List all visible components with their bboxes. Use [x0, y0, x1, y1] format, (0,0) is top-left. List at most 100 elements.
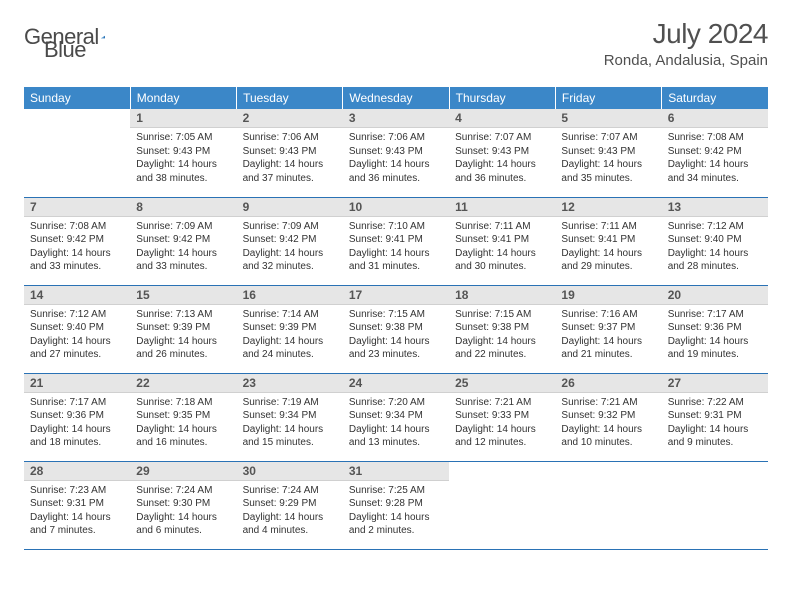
daylight-line: Daylight: 14 hours and 37 minutes.: [243, 158, 337, 185]
sunrise-line: Sunrise: 7:06 AM: [243, 131, 337, 145]
calendar-cell: 10Sunrise: 7:10 AMSunset: 9:41 PMDayligh…: [343, 197, 449, 285]
day-details: Sunrise: 7:11 AMSunset: 9:41 PMDaylight:…: [555, 217, 661, 278]
daylight-line: Daylight: 14 hours and 35 minutes.: [561, 158, 655, 185]
daylight-line: Daylight: 14 hours and 33 minutes.: [30, 247, 124, 274]
sunset-line: Sunset: 9:37 PM: [561, 321, 655, 335]
day-details: Sunrise: 7:05 AMSunset: 9:43 PMDaylight:…: [130, 128, 236, 189]
calendar-table: SundayMondayTuesdayWednesdayThursdayFrid…: [24, 87, 768, 550]
calendar-cell: [449, 461, 555, 549]
sunrise-line: Sunrise: 7:17 AM: [30, 396, 124, 410]
calendar-cell: 25Sunrise: 7:21 AMSunset: 9:33 PMDayligh…: [449, 373, 555, 461]
calendar-row: 21Sunrise: 7:17 AMSunset: 9:36 PMDayligh…: [24, 373, 768, 461]
day-details: Sunrise: 7:12 AMSunset: 9:40 PMDaylight:…: [662, 217, 768, 278]
calendar-cell: 14Sunrise: 7:12 AMSunset: 9:40 PMDayligh…: [24, 285, 130, 373]
calendar-cell: 11Sunrise: 7:11 AMSunset: 9:41 PMDayligh…: [449, 197, 555, 285]
calendar-cell: 26Sunrise: 7:21 AMSunset: 9:32 PMDayligh…: [555, 373, 661, 461]
sunset-line: Sunset: 9:43 PM: [455, 145, 549, 159]
day-number: 1: [130, 109, 236, 128]
calendar-cell: 16Sunrise: 7:14 AMSunset: 9:39 PMDayligh…: [237, 285, 343, 373]
sunrise-line: Sunrise: 7:21 AM: [561, 396, 655, 410]
day-number: 5: [555, 109, 661, 128]
calendar-cell: 24Sunrise: 7:20 AMSunset: 9:34 PMDayligh…: [343, 373, 449, 461]
daylight-line: Daylight: 14 hours and 9 minutes.: [668, 423, 762, 450]
day-details: Sunrise: 7:10 AMSunset: 9:41 PMDaylight:…: [343, 217, 449, 278]
day-details: Sunrise: 7:21 AMSunset: 9:32 PMDaylight:…: [555, 393, 661, 454]
day-number: 12: [555, 198, 661, 217]
sunset-line: Sunset: 9:38 PM: [455, 321, 549, 335]
calendar-cell: 3Sunrise: 7:06 AMSunset: 9:43 PMDaylight…: [343, 109, 449, 197]
sunset-line: Sunset: 9:43 PM: [561, 145, 655, 159]
sunset-line: Sunset: 9:29 PM: [243, 497, 337, 511]
day-details: Sunrise: 7:25 AMSunset: 9:28 PMDaylight:…: [343, 481, 449, 542]
sunrise-line: Sunrise: 7:24 AM: [136, 484, 230, 498]
sunset-line: Sunset: 9:43 PM: [243, 145, 337, 159]
daylight-line: Daylight: 14 hours and 32 minutes.: [243, 247, 337, 274]
daylight-line: Daylight: 14 hours and 19 minutes.: [668, 335, 762, 362]
daylight-line: Daylight: 14 hours and 13 minutes.: [349, 423, 443, 450]
sunset-line: Sunset: 9:28 PM: [349, 497, 443, 511]
day-details: Sunrise: 7:11 AMSunset: 9:41 PMDaylight:…: [449, 217, 555, 278]
calendar-cell: [555, 461, 661, 549]
sunrise-line: Sunrise: 7:11 AM: [455, 220, 549, 234]
day-number: 11: [449, 198, 555, 217]
day-details: Sunrise: 7:15 AMSunset: 9:38 PMDaylight:…: [343, 305, 449, 366]
calendar-row: 7Sunrise: 7:08 AMSunset: 9:42 PMDaylight…: [24, 197, 768, 285]
daylight-line: Daylight: 14 hours and 27 minutes.: [30, 335, 124, 362]
sunrise-line: Sunrise: 7:23 AM: [30, 484, 124, 498]
calendar-cell: 15Sunrise: 7:13 AMSunset: 9:39 PMDayligh…: [130, 285, 236, 373]
day-number: 18: [449, 286, 555, 305]
day-details: Sunrise: 7:07 AMSunset: 9:43 PMDaylight:…: [449, 128, 555, 189]
day-number: 8: [130, 198, 236, 217]
weekday-friday: Friday: [555, 87, 661, 109]
sunset-line: Sunset: 9:36 PM: [30, 409, 124, 423]
sunset-line: Sunset: 9:35 PM: [136, 409, 230, 423]
daylight-line: Daylight: 14 hours and 29 minutes.: [561, 247, 655, 274]
sunrise-line: Sunrise: 7:14 AM: [243, 308, 337, 322]
calendar-cell: 22Sunrise: 7:18 AMSunset: 9:35 PMDayligh…: [130, 373, 236, 461]
calendar-cell: 20Sunrise: 7:17 AMSunset: 9:36 PMDayligh…: [662, 285, 768, 373]
brand-word2: Blue: [44, 37, 86, 62]
sunrise-line: Sunrise: 7:22 AM: [668, 396, 762, 410]
sunset-line: Sunset: 9:42 PM: [243, 233, 337, 247]
sunset-line: Sunset: 9:38 PM: [349, 321, 443, 335]
daylight-line: Daylight: 14 hours and 6 minutes.: [136, 511, 230, 538]
day-details: Sunrise: 7:07 AMSunset: 9:43 PMDaylight:…: [555, 128, 661, 189]
daylight-line: Daylight: 14 hours and 12 minutes.: [455, 423, 549, 450]
daylight-line: Daylight: 14 hours and 4 minutes.: [243, 511, 337, 538]
day-number: 15: [130, 286, 236, 305]
day-details: Sunrise: 7:18 AMSunset: 9:35 PMDaylight:…: [130, 393, 236, 454]
daylight-line: Daylight: 14 hours and 38 minutes.: [136, 158, 230, 185]
sunset-line: Sunset: 9:43 PM: [136, 145, 230, 159]
daylight-line: Daylight: 14 hours and 23 minutes.: [349, 335, 443, 362]
sunset-line: Sunset: 9:43 PM: [349, 145, 443, 159]
day-number: 27: [662, 374, 768, 393]
sunrise-line: Sunrise: 7:09 AM: [243, 220, 337, 234]
day-number: 16: [237, 286, 343, 305]
sunrise-line: Sunrise: 7:06 AM: [349, 131, 443, 145]
day-number: 26: [555, 374, 661, 393]
calendar-cell: 27Sunrise: 7:22 AMSunset: 9:31 PMDayligh…: [662, 373, 768, 461]
calendar-body: 1Sunrise: 7:05 AMSunset: 9:43 PMDaylight…: [24, 109, 768, 549]
calendar-row: 14Sunrise: 7:12 AMSunset: 9:40 PMDayligh…: [24, 285, 768, 373]
day-number: 24: [343, 374, 449, 393]
calendar-row: 1Sunrise: 7:05 AMSunset: 9:43 PMDaylight…: [24, 109, 768, 197]
sunrise-line: Sunrise: 7:08 AM: [30, 220, 124, 234]
sunrise-line: Sunrise: 7:07 AM: [561, 131, 655, 145]
day-details: Sunrise: 7:08 AMSunset: 9:42 PMDaylight:…: [662, 128, 768, 189]
day-details: Sunrise: 7:19 AMSunset: 9:34 PMDaylight:…: [237, 393, 343, 454]
daylight-line: Daylight: 14 hours and 10 minutes.: [561, 423, 655, 450]
daylight-line: Daylight: 14 hours and 30 minutes.: [455, 247, 549, 274]
sunset-line: Sunset: 9:31 PM: [30, 497, 124, 511]
weekday-header-row: SundayMondayTuesdayWednesdayThursdayFrid…: [24, 87, 768, 109]
daylight-line: Daylight: 14 hours and 36 minutes.: [455, 158, 549, 185]
day-details: Sunrise: 7:21 AMSunset: 9:33 PMDaylight:…: [449, 393, 555, 454]
day-details: Sunrise: 7:23 AMSunset: 9:31 PMDaylight:…: [24, 481, 130, 542]
sunset-line: Sunset: 9:42 PM: [668, 145, 762, 159]
day-number: 10: [343, 198, 449, 217]
day-number: 19: [555, 286, 661, 305]
day-details: Sunrise: 7:16 AMSunset: 9:37 PMDaylight:…: [555, 305, 661, 366]
day-number: 25: [449, 374, 555, 393]
day-details: Sunrise: 7:09 AMSunset: 9:42 PMDaylight:…: [130, 217, 236, 278]
calendar-cell: 1Sunrise: 7:05 AMSunset: 9:43 PMDaylight…: [130, 109, 236, 197]
day-details: Sunrise: 7:13 AMSunset: 9:39 PMDaylight:…: [130, 305, 236, 366]
